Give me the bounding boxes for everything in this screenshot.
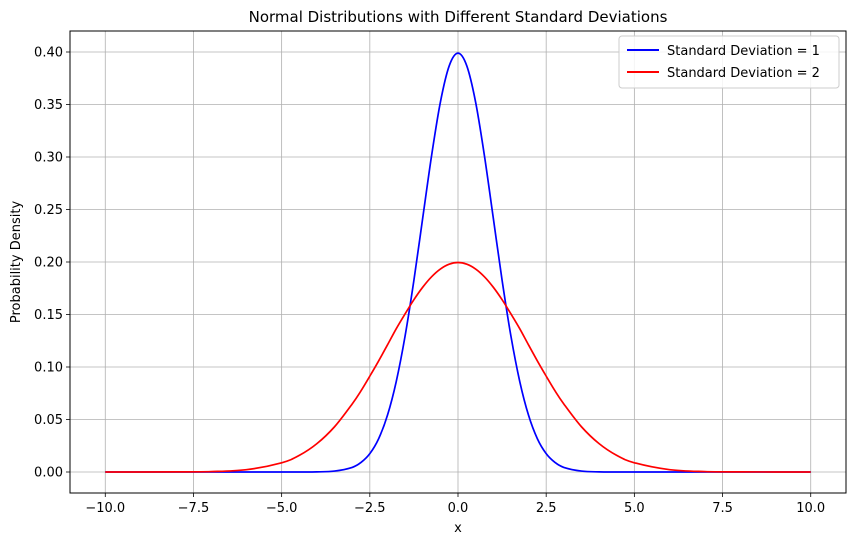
legend-label-series-2: Standard Deviation = 2	[667, 66, 820, 81]
legend: Standard Deviation = 1 Standard Deviatio…	[618, 35, 840, 89]
y-tick-label: 0.10	[34, 361, 63, 376]
legend-box	[618, 35, 840, 89]
chart-title: Normal Distributions with Different Stan…	[249, 8, 668, 26]
x-tick-label: 7.5	[712, 501, 733, 516]
y-tick-label: 0.30	[34, 151, 63, 166]
x-tick-label: −2.5	[354, 501, 386, 516]
x-axis-label: x	[454, 521, 462, 536]
y-tick-label: 0.05	[34, 413, 63, 428]
y-tick-label: 0.35	[34, 98, 63, 113]
series-lines	[105, 52, 811, 473]
y-tick-label: 0.15	[34, 308, 63, 323]
legend-label-series-1: Standard Deviation = 1	[667, 44, 820, 59]
y-tick-label: 0.25	[34, 203, 63, 218]
series-line-2	[105, 261, 811, 473]
x-tick-label: 0.0	[448, 501, 469, 516]
x-tick-label: −10.0	[85, 501, 125, 516]
y-tick-label: 0.20	[34, 256, 63, 271]
y-tick-label: 0.40	[34, 46, 63, 61]
x-tick-label: 2.5	[536, 501, 557, 516]
y-tick-label: 0.00	[34, 466, 63, 481]
x-tick-label: −5.0	[266, 501, 298, 516]
y-axis-label: Probability Density	[9, 201, 24, 324]
x-tick-label: 5.0	[624, 501, 645, 516]
ticks: −10.0 −7.5 −5.0 −2.5 0.0 2.5 5.0 7.5 10.0 0.00 0.0…	[34, 46, 825, 517]
series-line-1	[105, 52, 811, 473]
x-tick-label: −7.5	[178, 501, 210, 516]
plot-area-frame	[69, 30, 847, 494]
x-tick-label: 10.0	[796, 501, 825, 516]
